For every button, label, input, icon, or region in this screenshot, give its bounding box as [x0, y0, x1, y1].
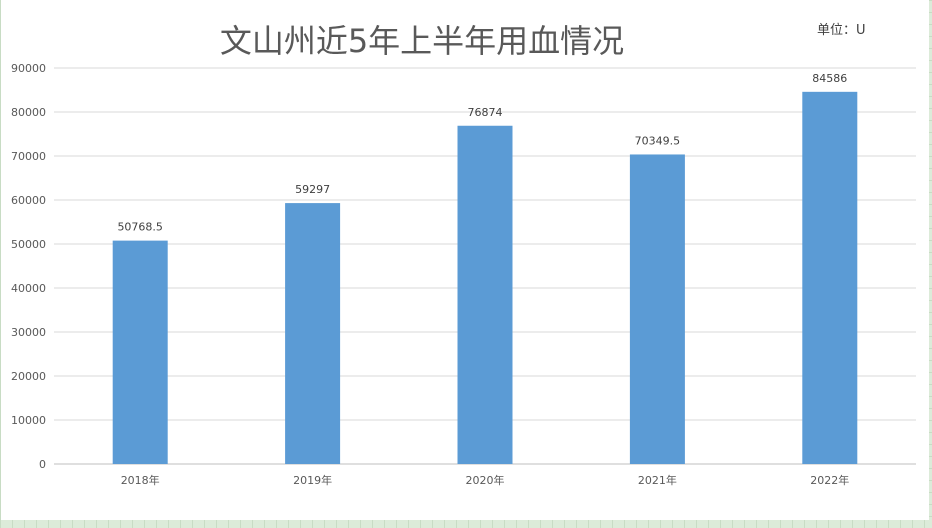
x-tick-label: 2021年 [638, 473, 677, 487]
x-tick-label: 2018年 [121, 473, 160, 487]
y-tick-label: 40000 [11, 282, 46, 295]
data-label: 59297 [295, 183, 330, 196]
bar [802, 91, 858, 465]
y-tick-label: 70000 [11, 150, 46, 163]
y-tick-label: 60000 [11, 194, 46, 207]
y-tick-label: 0 [39, 458, 46, 471]
x-tick-label: 2019年 [293, 473, 332, 487]
y-tick-label: 80000 [11, 106, 46, 119]
chart-title: 文山州近5年上半年用血情况 [220, 22, 624, 60]
y-tick-label: 30000 [11, 326, 46, 339]
x-tick-label: 2022年 [810, 473, 849, 487]
bar [457, 125, 513, 465]
data-label: 70349.5 [635, 134, 681, 147]
bar [629, 154, 685, 464]
data-label: 84586 [812, 72, 847, 85]
bar [112, 240, 168, 464]
data-label: 76874 [468, 106, 503, 119]
bar [285, 203, 341, 464]
y-tick-label: 90000 [11, 62, 46, 75]
x-tick-label: 2020年 [466, 473, 505, 487]
data-label: 50768.5 [117, 221, 163, 234]
unit-label: 单位：U [817, 23, 866, 38]
y-tick-label: 20000 [11, 370, 46, 383]
y-tick-label: 50000 [11, 238, 46, 251]
y-tick-label: 10000 [11, 414, 46, 427]
